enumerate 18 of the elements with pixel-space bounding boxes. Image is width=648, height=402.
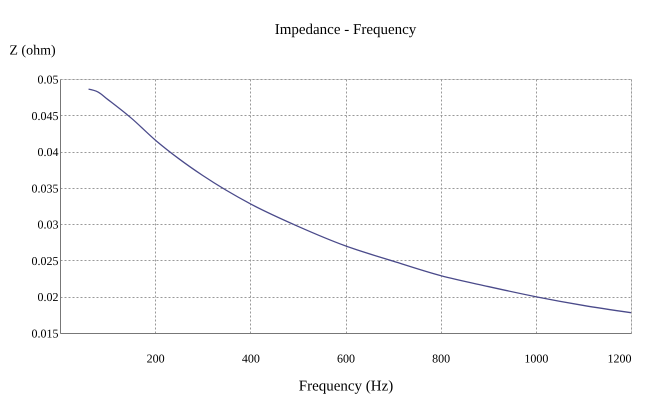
x-tick-label: 1200 xyxy=(608,352,632,366)
x-tick-label: 800 xyxy=(432,352,450,366)
x-tick-label: 600 xyxy=(337,352,355,366)
x-tick-label: 1000 xyxy=(524,352,548,366)
x-tick-label: 400 xyxy=(242,352,260,366)
y-tick-label: 0.05 xyxy=(38,72,58,86)
chart-title: Impedance - Frequency xyxy=(274,22,417,38)
x-axis-title: Frequency (Hz) xyxy=(298,378,394,394)
y-tick-label: 0.04 xyxy=(38,145,58,160)
y-tick-label: 0.015 xyxy=(32,326,58,340)
y-tick-label: 0.02 xyxy=(38,290,58,304)
y-axis-title: Z (ohm) xyxy=(9,44,56,58)
y-tick-label: 0.045 xyxy=(32,108,58,123)
y-tick-label: 0.035 xyxy=(32,181,58,196)
y-tick-label: 0.03 xyxy=(38,218,58,232)
y-tick-label: 0.025 xyxy=(32,254,58,268)
line-series xyxy=(88,88,632,314)
x-tick-label: 200 xyxy=(146,352,165,366)
